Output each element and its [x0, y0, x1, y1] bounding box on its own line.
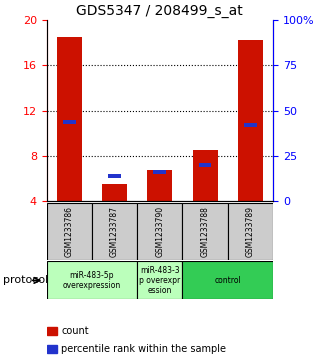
Bar: [238, 40, 263, 201]
Bar: [199, 163, 211, 167]
Bar: [63, 120, 76, 123]
Bar: [137, 203, 182, 260]
Bar: [193, 150, 217, 201]
Bar: [92, 203, 137, 260]
Text: control: control: [214, 276, 241, 285]
Bar: [47, 203, 92, 260]
Bar: [47, 261, 137, 299]
Bar: [154, 171, 166, 174]
Bar: [137, 261, 182, 299]
Text: GSM1233788: GSM1233788: [200, 206, 210, 257]
Text: GSM1233789: GSM1233789: [246, 206, 255, 257]
Title: GDS5347 / 208499_s_at: GDS5347 / 208499_s_at: [77, 4, 243, 17]
Text: protocol: protocol: [3, 276, 49, 285]
Text: count: count: [61, 326, 89, 336]
Text: miR-483-3
p overexpr
ession: miR-483-3 p overexpr ession: [139, 265, 180, 295]
Bar: [57, 37, 82, 201]
Bar: [244, 123, 257, 127]
Bar: [108, 174, 121, 178]
Bar: [47, 346, 57, 353]
Bar: [228, 203, 273, 260]
Bar: [182, 261, 273, 299]
Bar: [182, 203, 228, 260]
Text: GSM1233787: GSM1233787: [110, 206, 119, 257]
Text: GSM1233790: GSM1233790: [155, 206, 165, 257]
Text: GSM1233786: GSM1233786: [65, 206, 74, 257]
Text: miR-483-5p
overexpression: miR-483-5p overexpression: [63, 271, 121, 290]
Bar: [148, 170, 172, 201]
Bar: [102, 184, 127, 201]
Bar: [47, 327, 57, 335]
Text: percentile rank within the sample: percentile rank within the sample: [61, 344, 226, 354]
